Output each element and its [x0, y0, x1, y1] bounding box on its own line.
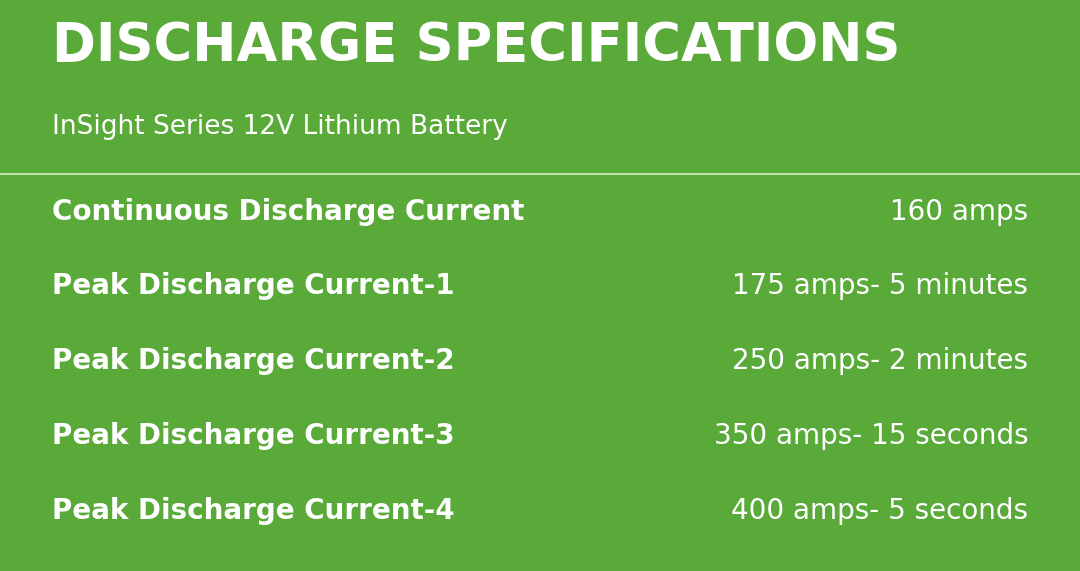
Text: Peak Discharge Current-2: Peak Discharge Current-2 — [52, 347, 455, 375]
Text: 250 amps- 2 minutes: 250 amps- 2 minutes — [732, 347, 1028, 375]
Text: 175 amps- 5 minutes: 175 amps- 5 minutes — [732, 272, 1028, 300]
Text: Peak Discharge Current-4: Peak Discharge Current-4 — [52, 497, 455, 525]
Text: Continuous Discharge Current: Continuous Discharge Current — [52, 198, 524, 226]
Text: DISCHARGE SPECIFICATIONS: DISCHARGE SPECIFICATIONS — [52, 20, 901, 72]
Text: Peak Discharge Current-1: Peak Discharge Current-1 — [52, 272, 455, 300]
Text: 400 amps- 5 seconds: 400 amps- 5 seconds — [731, 497, 1028, 525]
Text: InSight Series 12V Lithium Battery: InSight Series 12V Lithium Battery — [52, 114, 508, 140]
Text: Peak Discharge Current-3: Peak Discharge Current-3 — [52, 422, 455, 450]
Text: 350 amps- 15 seconds: 350 amps- 15 seconds — [714, 422, 1028, 450]
Bar — [0, 0, 1080, 171]
Text: 160 amps: 160 amps — [890, 198, 1028, 226]
